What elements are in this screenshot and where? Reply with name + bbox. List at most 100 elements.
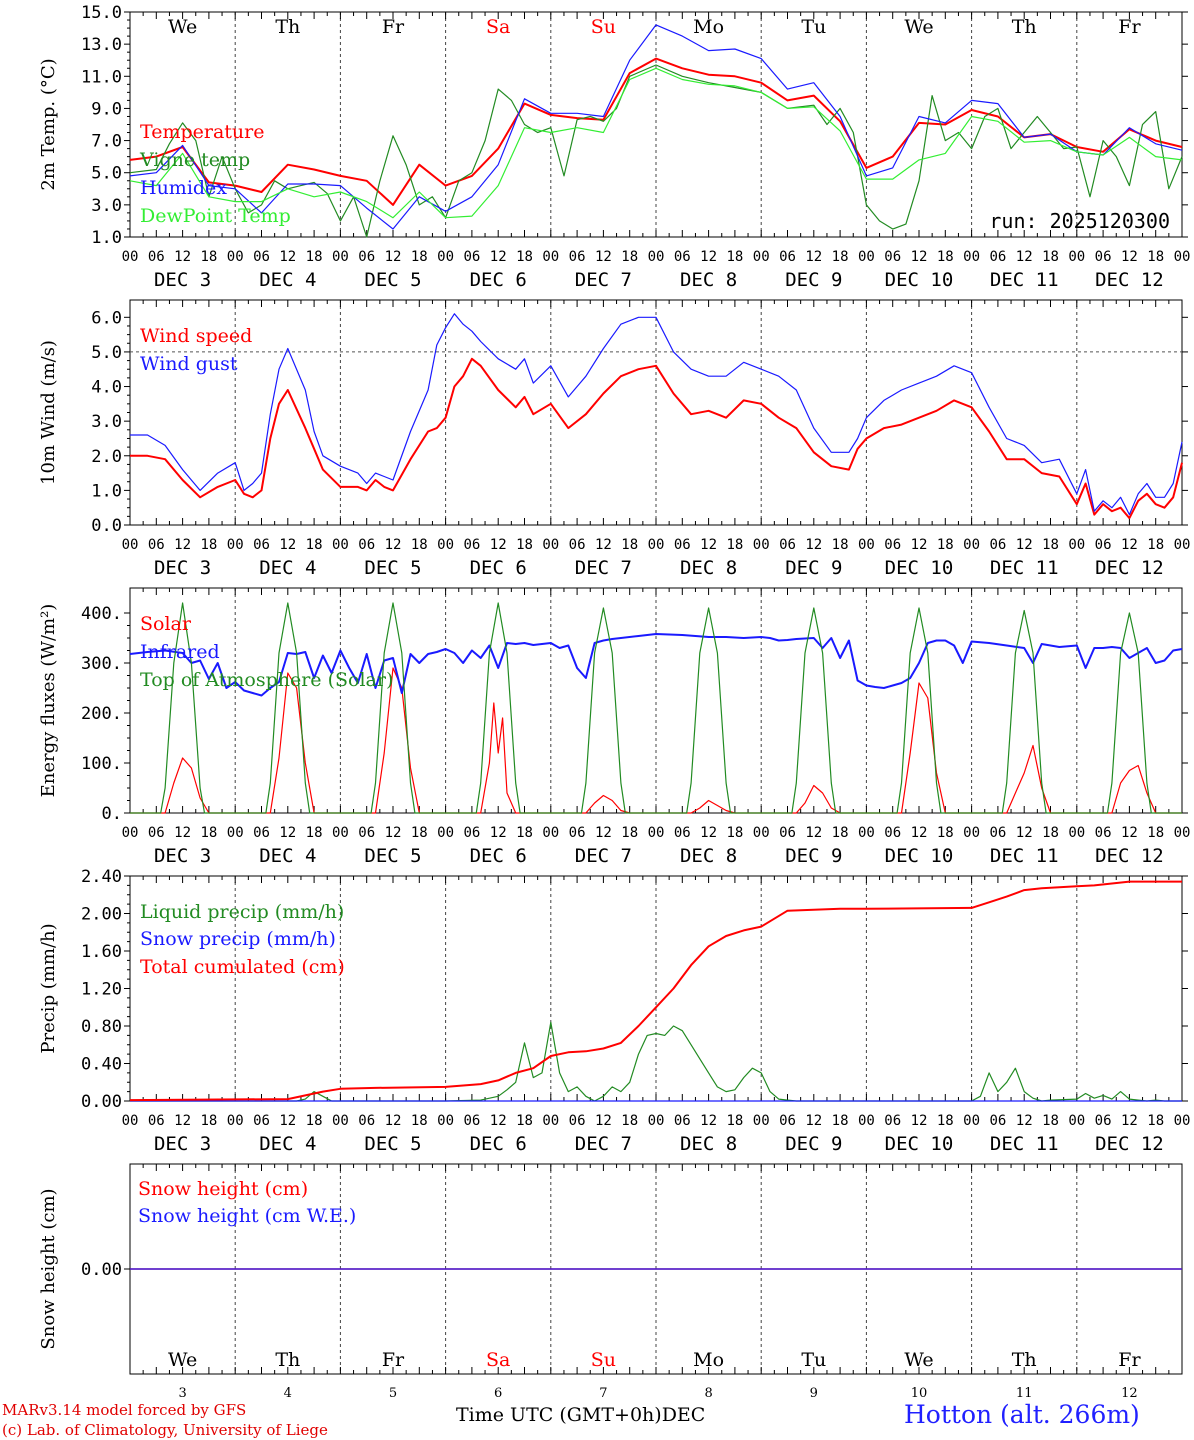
hour-tick-label: 06 xyxy=(463,1113,480,1129)
date-label: DEC 12 xyxy=(1095,845,1164,867)
hour-tick-label: 12 xyxy=(1016,249,1033,265)
panel-frame-temperature xyxy=(129,11,1183,238)
hour-tick-label: 00 xyxy=(1068,249,1085,265)
series-line-wind-gust xyxy=(130,313,1183,516)
weekday-label: Th xyxy=(1012,16,1037,38)
hour-tick-label: 06 xyxy=(989,537,1006,553)
hour-tick-label: 12 xyxy=(805,537,822,553)
hour-tick-label: 18 xyxy=(516,249,533,265)
date-label: DEC 7 xyxy=(575,557,632,579)
hour-tick-label: 00 xyxy=(227,825,244,841)
hour-tick-label: 00 xyxy=(963,1113,980,1129)
hour-tick-label: 00 xyxy=(542,825,559,841)
hour-tick-label: 06 xyxy=(148,825,165,841)
weekday-label: Tu xyxy=(801,1349,826,1371)
hour-tick-label: 00 xyxy=(437,537,454,553)
hour-tick-label: 18 xyxy=(1042,1113,1059,1129)
date-label: DEC 10 xyxy=(885,1133,954,1155)
series-line-dewpoint-temp xyxy=(129,67,1183,219)
hour-tick-label: 06 xyxy=(884,825,901,841)
hour-tick-label: 00 xyxy=(858,537,875,553)
hour-tick-label: 06 xyxy=(148,249,165,265)
hour-tick-label: 00 xyxy=(1174,537,1191,553)
hour-tick-label: 00 xyxy=(332,249,349,265)
y-tick-label: 2.40 xyxy=(81,867,122,887)
hour-tick-label: 00 xyxy=(1068,825,1085,841)
hour-tick-label: 06 xyxy=(989,1113,1006,1129)
weekday-label: Fr xyxy=(1118,1349,1141,1371)
hour-tick-label: 06 xyxy=(884,1113,901,1129)
hour-tick-label: 06 xyxy=(253,249,270,265)
run-label: run: 2025120300 xyxy=(989,209,1170,233)
hour-tick-label: 12 xyxy=(279,249,296,265)
hour-tick-label: 18 xyxy=(1147,537,1164,553)
hour-tick-label: 18 xyxy=(937,1113,954,1129)
hour-tick-label: 06 xyxy=(463,249,480,265)
hour-tick-label: 06 xyxy=(253,825,270,841)
hour-tick-label: 18 xyxy=(411,537,428,553)
y-tick-label: 300. xyxy=(81,654,122,674)
y-tick-label: 3.0 xyxy=(91,412,122,432)
date-label: DEC 8 xyxy=(680,269,737,291)
date-label: DEC 11 xyxy=(990,845,1059,867)
hour-tick-label: 00 xyxy=(648,1113,665,1129)
y-tick-label: 7.0 xyxy=(91,132,122,152)
hour-tick-label: 18 xyxy=(1042,825,1059,841)
date-label: DEC 10 xyxy=(885,845,954,867)
date-label: DEC 8 xyxy=(680,557,737,579)
weekday-label: Su xyxy=(591,16,616,38)
hour-tick-label: 06 xyxy=(358,825,375,841)
legend-entry: Humidex xyxy=(140,177,227,199)
hour-tick-label: 06 xyxy=(358,537,375,553)
y-tick-label: 1.0 xyxy=(91,481,122,501)
hour-tick-label: 06 xyxy=(989,249,1006,265)
hour-tick-label: 18 xyxy=(411,1113,428,1129)
hour-tick-label: 06 xyxy=(779,825,796,841)
hour-tick-label: 12 xyxy=(490,537,507,553)
hour-tick-label: 18 xyxy=(1042,537,1059,553)
date-label: DEC 4 xyxy=(259,557,316,579)
weekday-label: Sa xyxy=(486,1349,510,1371)
station-name: Hotton (alt. 266m) xyxy=(904,1400,1140,1429)
y-tick-label: 1.60 xyxy=(81,942,122,962)
weekday-label: We xyxy=(904,1349,933,1371)
date-label: DEC 12 xyxy=(1095,1133,1164,1155)
hour-tick-label: 00 xyxy=(227,537,244,553)
hour-tick-label: 12 xyxy=(805,1113,822,1129)
hour-tick-label: 12 xyxy=(805,249,822,265)
hour-tick-label: 06 xyxy=(674,1113,691,1129)
hour-tick-label: 00 xyxy=(122,1113,139,1129)
series-line-top-of-atmosphere-solar- xyxy=(130,602,1182,814)
legend-entry: Top of Atmosphere (Solar) xyxy=(140,669,393,691)
hour-tick-label: 00 xyxy=(227,1113,244,1129)
date-label: DEC 10 xyxy=(885,557,954,579)
y-tick-label: 6.0 xyxy=(91,308,122,328)
hour-tick-label: 00 xyxy=(648,537,665,553)
hour-tick-label: 06 xyxy=(1095,249,1112,265)
hour-tick-label: 18 xyxy=(937,537,954,553)
hour-tick-label: 18 xyxy=(621,249,638,265)
hour-tick-label: 00 xyxy=(437,825,454,841)
hour-tick-label: 12 xyxy=(805,825,822,841)
date-label: DEC 10 xyxy=(885,269,954,291)
time-axis-title: Time UTC (GMT+0h)DEC xyxy=(456,1404,705,1426)
hour-tick-label: 12 xyxy=(700,825,717,841)
hour-tick-label: 12 xyxy=(700,249,717,265)
day-number-label: 4 xyxy=(284,1386,292,1401)
hour-tick-label: 00 xyxy=(753,537,770,553)
hour-tick-label: 18 xyxy=(726,1113,743,1129)
hour-tick-label: 12 xyxy=(279,1113,296,1129)
hour-tick-label: 06 xyxy=(1095,1113,1112,1129)
hour-tick-label: 12 xyxy=(279,537,296,553)
y-tick-label: 0.0 xyxy=(91,516,122,536)
series-line-total-cumulated-cm- xyxy=(129,880,1182,1102)
weekday-label: We xyxy=(168,1349,197,1371)
legend-entry: Snow height (cm W.E.) xyxy=(138,1205,356,1227)
date-label: DEC 7 xyxy=(575,1133,632,1155)
y-tick-label: 9.0 xyxy=(91,99,122,119)
weekday-label: Mo xyxy=(693,16,724,38)
y-tick-label: 5.0 xyxy=(91,343,122,363)
date-label: DEC 6 xyxy=(470,1133,527,1155)
hour-tick-label: 06 xyxy=(1095,825,1112,841)
hour-tick-label: 18 xyxy=(200,1113,217,1129)
